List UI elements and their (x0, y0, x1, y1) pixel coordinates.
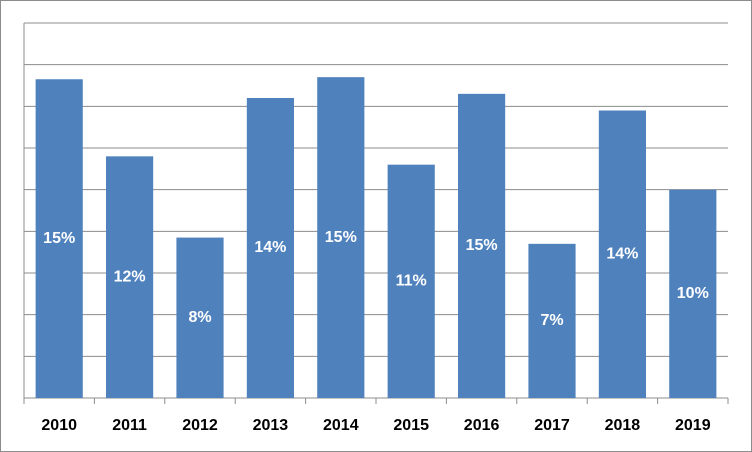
x-tick-label: 2016 (464, 417, 500, 434)
data-label: 15% (466, 237, 498, 254)
bar (246, 98, 294, 398)
data-label: 15% (43, 230, 75, 247)
bar (176, 237, 224, 398)
x-tick-label: 2014 (323, 417, 359, 434)
bar (669, 189, 717, 398)
x-tick-label: 2011 (112, 417, 147, 434)
bar (317, 77, 365, 399)
data-label: 8% (188, 309, 211, 326)
bar (106, 156, 154, 398)
bar (387, 164, 435, 398)
data-label: 14% (606, 245, 638, 262)
bar (35, 79, 83, 398)
x-tick-label: 2013 (253, 417, 289, 434)
data-label: 11% (396, 273, 427, 290)
bar (458, 93, 506, 398)
x-tick-label: 2019 (675, 417, 711, 434)
x-tick-label: 2015 (393, 417, 429, 434)
data-label: 14% (254, 239, 286, 256)
x-tick-label: 2010 (41, 417, 77, 434)
bar (528, 243, 576, 398)
data-label: 10% (677, 285, 709, 302)
x-tick-label: 2017 (534, 417, 570, 434)
bar (598, 110, 646, 398)
data-label: 12% (114, 268, 146, 285)
data-label: 7% (540, 312, 563, 329)
data-label: 15% (325, 229, 357, 246)
x-tick-label: 2012 (182, 417, 218, 434)
x-tick-label: 2018 (605, 417, 641, 434)
